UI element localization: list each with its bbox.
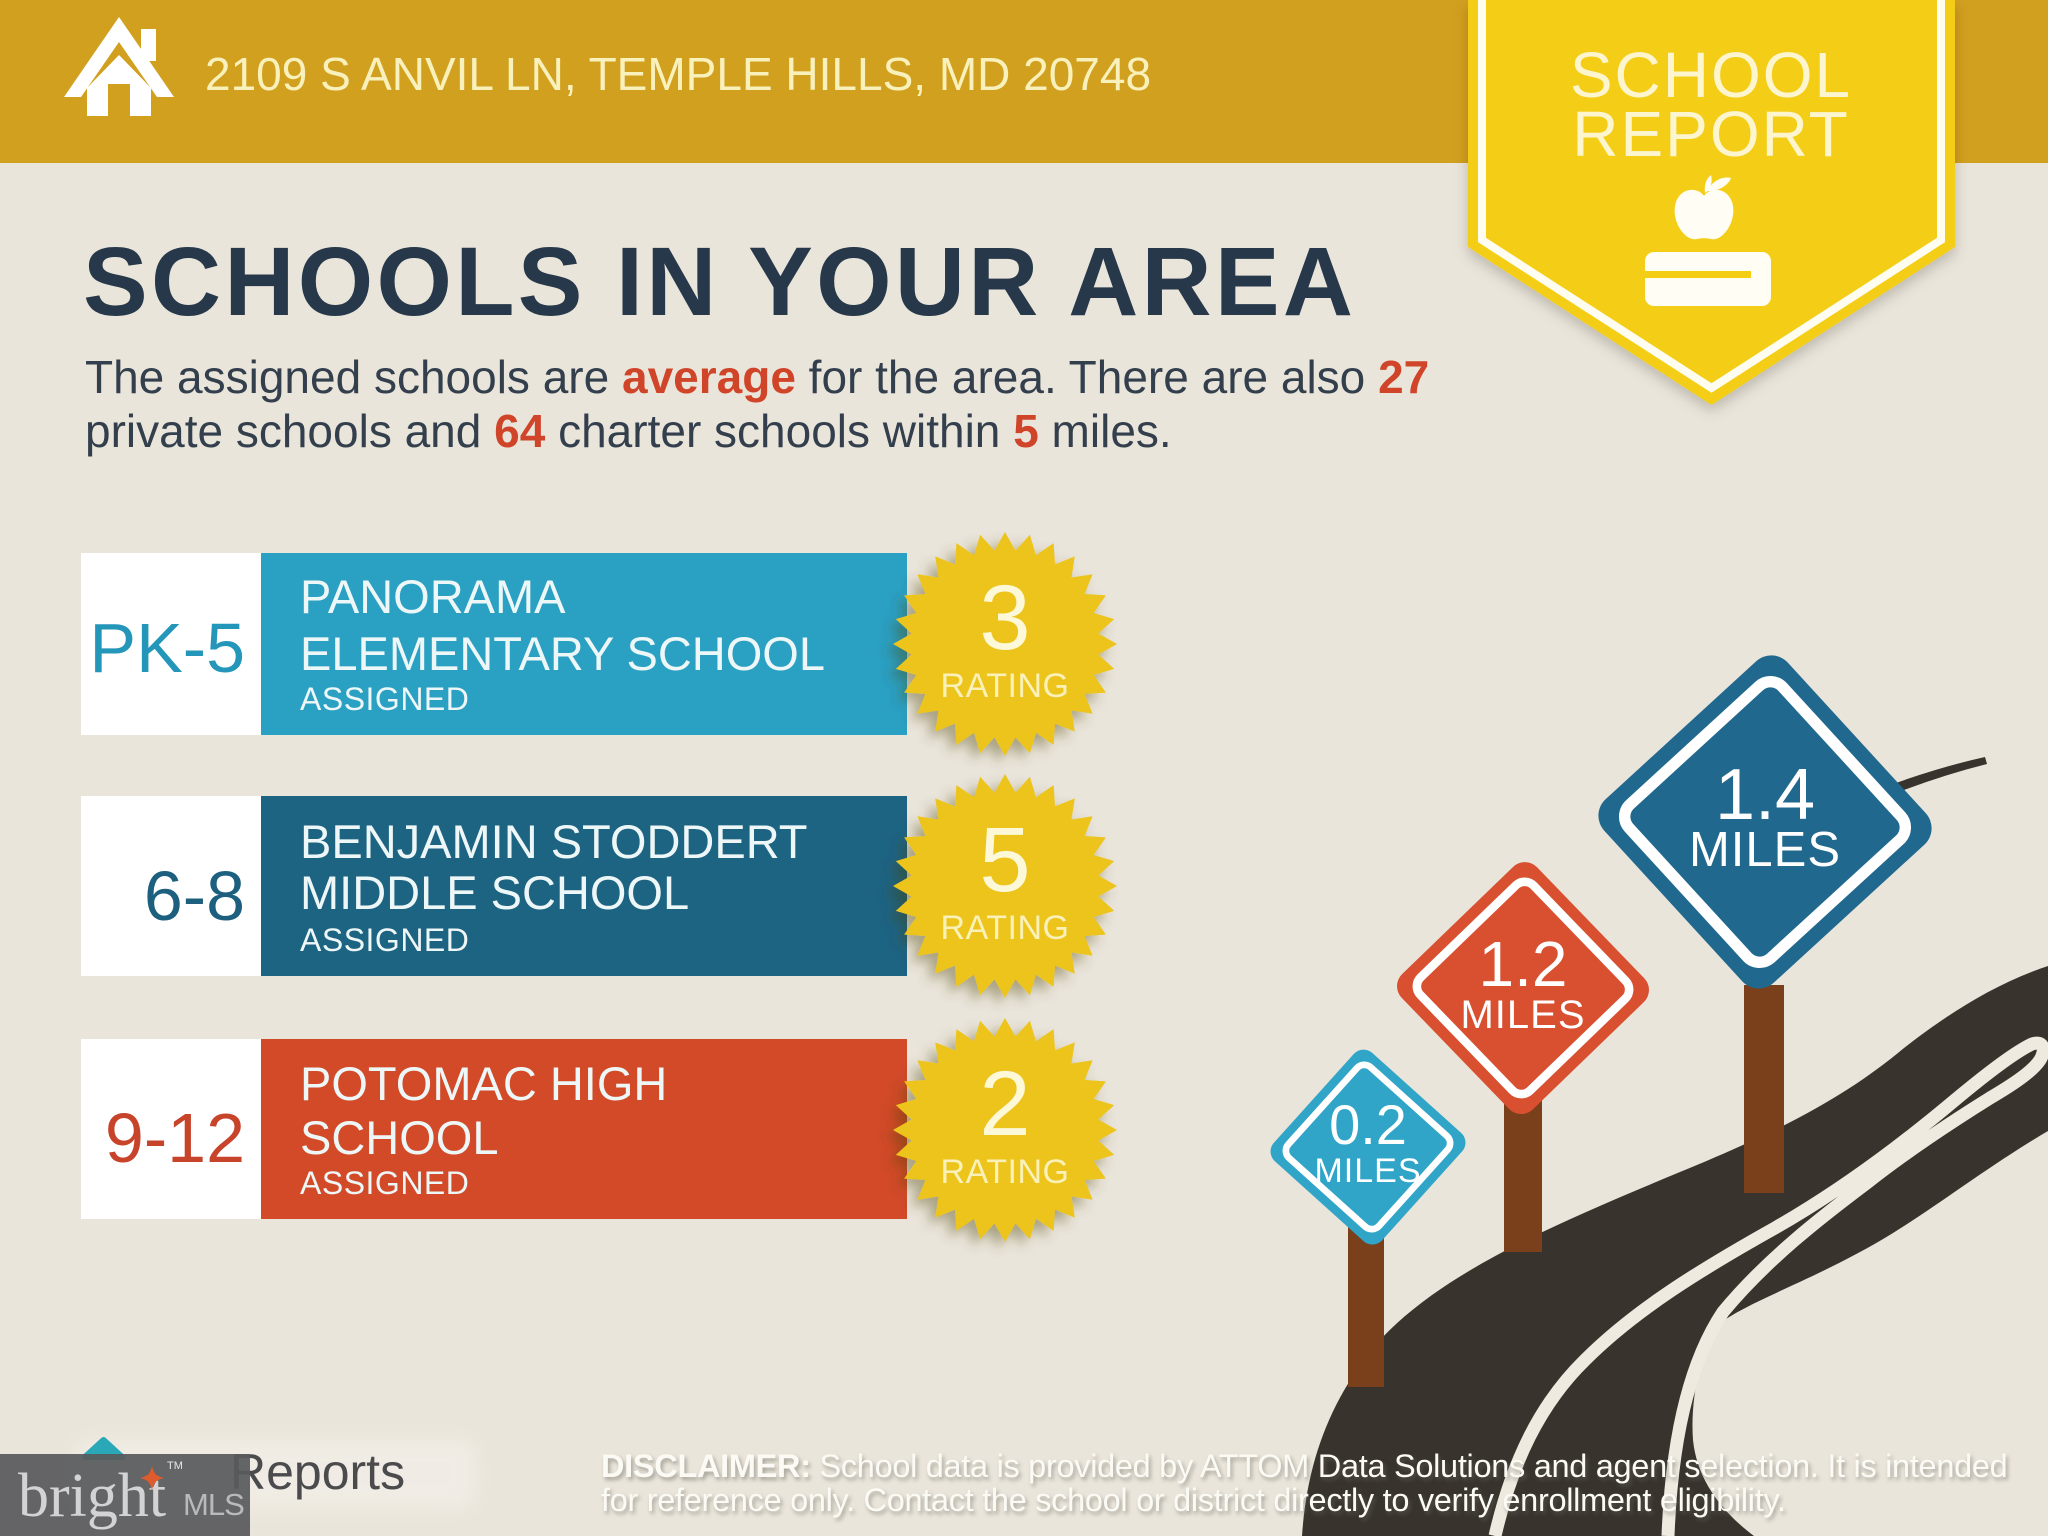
svg-text:PK-5: PK-5 xyxy=(89,609,245,687)
svg-text:for reference only. Contact th: for reference only. Contact the school o… xyxy=(601,1482,1786,1518)
svg-text:ASSIGNED: ASSIGNED xyxy=(300,1165,469,1201)
svg-text:The assigned schools are avera: The assigned schools are average for the… xyxy=(85,351,1429,403)
svg-text:PANORAMA: PANORAMA xyxy=(300,570,566,623)
svg-text:1.4: 1.4 xyxy=(1715,755,1815,835)
svg-text:0.2: 0.2 xyxy=(1329,1093,1407,1156)
svg-text:private schools and 64 charter: private schools and 64 charter schools w… xyxy=(85,405,1172,457)
svg-text:Reports: Reports xyxy=(230,1444,405,1500)
svg-text:MIDDLE SCHOOL: MIDDLE SCHOOL xyxy=(300,866,689,919)
svg-text:ELEMENTARY SCHOOL: ELEMENTARY SCHOOL xyxy=(300,627,825,680)
svg-text:MLS: MLS xyxy=(183,1487,244,1522)
svg-text:SCHOOL: SCHOOL xyxy=(1570,39,1852,111)
svg-text:SCHOOLS IN YOUR AREA: SCHOOLS IN YOUR AREA xyxy=(83,227,1356,336)
svg-text:bright: bright xyxy=(18,1462,166,1530)
svg-text:BENJAMIN STODDERT: BENJAMIN STODDERT xyxy=(300,815,808,868)
svg-text:MILES: MILES xyxy=(1460,993,1585,1037)
svg-text:RATING: RATING xyxy=(941,909,1070,947)
svg-text:DISCLAIMER: School data is pro: DISCLAIMER: School data is provided by A… xyxy=(603,1451,2009,1487)
svg-text:ASSIGNED: ASSIGNED xyxy=(300,922,469,958)
svg-text:1.2: 1.2 xyxy=(1479,928,1568,1000)
svg-text:POTOMAC HIGH: POTOMAC HIGH xyxy=(300,1057,667,1110)
svg-text:DISCLAIMER: School data is pro: DISCLAIMER: School data is provided by A… xyxy=(601,1448,2007,1484)
svg-text:5: 5 xyxy=(979,809,1030,911)
svg-text:RATING: RATING xyxy=(941,1153,1070,1191)
svg-text:6-8: 6-8 xyxy=(144,857,245,935)
svg-text:RATING: RATING xyxy=(941,667,1070,705)
svg-text:2109 S ANVIL LN, TEMPLE HILLS,: 2109 S ANVIL LN, TEMPLE HILLS, MD 20748 xyxy=(205,48,1151,100)
svg-text:2: 2 xyxy=(979,1053,1030,1155)
svg-text:MILES: MILES xyxy=(1314,1152,1421,1190)
svg-text:for reference only. Contact th: for reference only. Contact the school o… xyxy=(603,1485,1788,1521)
svg-text:3: 3 xyxy=(979,567,1030,669)
svg-text:MILES: MILES xyxy=(1689,823,1841,877)
svg-text:9-12: 9-12 xyxy=(105,1099,245,1177)
svg-text:ASSIGNED: ASSIGNED xyxy=(300,681,469,717)
svg-text:REPORT: REPORT xyxy=(1572,98,1850,170)
svg-text:SCHOOL: SCHOOL xyxy=(300,1111,499,1164)
svg-text:TM: TM xyxy=(167,1460,183,1472)
